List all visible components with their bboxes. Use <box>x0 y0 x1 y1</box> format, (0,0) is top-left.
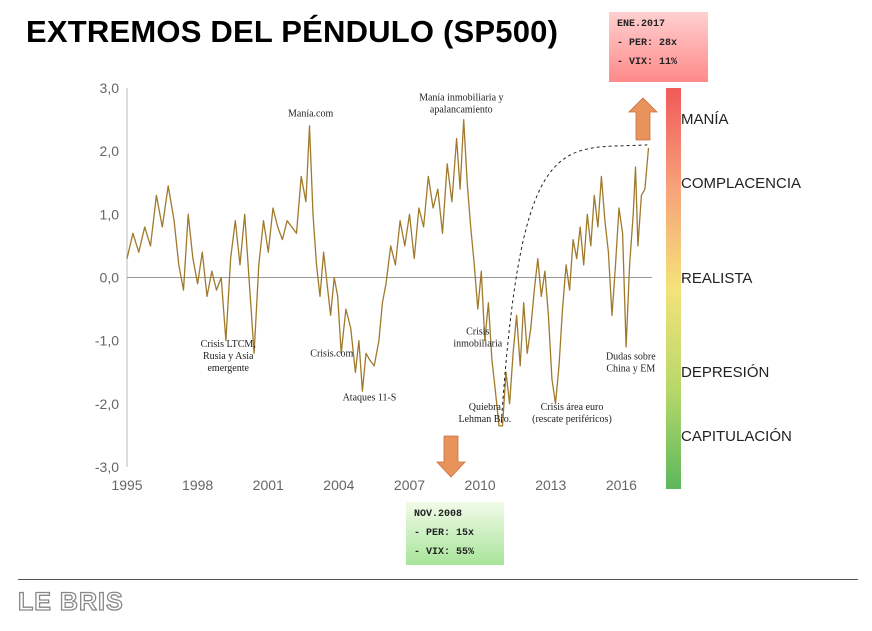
event-annotation: Manía.com <box>288 108 333 119</box>
annotation-line: Crisis LTCM, <box>201 339 256 350</box>
zone-label: COMPLACENCIA <box>681 175 801 192</box>
event-annotation: Quiebra Lehman Bro. <box>458 402 511 425</box>
x-tick-label: 2013 <box>535 477 566 493</box>
x-tick-label: 2001 <box>253 477 284 493</box>
event-annotation: Crisis inmobiliaria <box>453 326 502 349</box>
x-tick-label: 2010 <box>465 477 496 493</box>
y-tick-label: -3,0 <box>95 459 119 475</box>
box-line: ENE.2017 <box>617 19 666 30</box>
box-line: NOV.2008 <box>414 509 463 520</box>
event-annotation: Ataques 11-S <box>343 393 397 404</box>
box-line: - VIX: 55% <box>414 547 475 558</box>
event-annotation: Crisis área euro (rescate periféricos) <box>532 402 612 425</box>
annotation-line: Dudas sobre <box>606 352 656 363</box>
y-tick-label: 1,0 <box>100 206 120 222</box>
x-tick-label: 2004 <box>323 477 354 493</box>
arrow-down-icon <box>436 435 466 478</box>
annotation-line: Crisis <box>466 326 489 337</box>
annotation-line: Lehman Bro. <box>458 414 511 425</box>
annotation-line: Quiebra <box>469 402 502 413</box>
annotation-line: Manía inmobiliaria y <box>419 93 503 104</box>
trend-curve <box>500 144 648 423</box>
y-tick-label: -2,0 <box>95 396 119 412</box>
zone-label: CAPITULACIÓN <box>681 428 792 445</box>
event-annotation: Crisis.com <box>310 348 353 359</box>
annotation-line: inmobiliaria <box>453 338 502 349</box>
annotation-line: apalancamiento <box>430 105 493 116</box>
logo: LE BRIS <box>17 587 124 616</box>
event-annotation: Crisis LTCM, Rusia y Asia emergente <box>201 339 256 374</box>
annotation-line: Manía.com <box>288 108 333 119</box>
event-annotation: Dudas sobre China y EM <box>606 352 656 375</box>
x-tick-label: 2016 <box>606 477 637 493</box>
series-line-sp500 <box>126 118 650 427</box>
annotation-line: Crisis.com <box>310 348 353 359</box>
y-tick-label: -1,0 <box>95 333 119 349</box>
x-tick-label: 2007 <box>394 477 425 493</box>
annotation-line: Crisis área euro <box>541 402 604 413</box>
annotation-line: Ataques 11-S <box>343 393 397 404</box>
annotation-line: China y EM <box>606 364 655 375</box>
arrow-up-icon <box>628 97 658 141</box>
x-tick-labels: 1995 1998 2001 2004 2007 2010 2013 2016 <box>111 477 637 493</box>
annotation-line: emergente <box>207 363 249 374</box>
box-line: - VIX: 11% <box>617 57 678 68</box>
info-box-jan-2017: ENE.2017 - PER: 28x - VIX: 11% <box>609 12 708 82</box>
zone-label: REALISTA <box>681 270 752 287</box>
chart-title: EXTREMOS DEL PÉNDULO (SP500) <box>26 14 559 49</box>
zone-label: MANÍA <box>681 111 729 128</box>
zone-label: DEPRESIÓN <box>681 364 769 381</box>
x-tick-label: 1998 <box>182 477 213 493</box>
info-box-nov-2008: NOV.2008 - PER: 15x - VIX: 55% <box>406 502 504 565</box>
box-line: - PER: 28x <box>617 38 678 49</box>
y-tick-labels: 3,0 2,0 1,0 0,0 -1,0 -2,0 -3,0 <box>95 80 119 475</box>
y-tick-label: 2,0 <box>100 143 120 159</box>
x-tick-label: 1995 <box>111 477 142 493</box>
annotation-line: Rusia y Asia <box>203 351 254 362</box>
sentiment-gradient-bar <box>666 88 681 489</box>
footer-divider <box>18 579 858 580</box>
y-tick-label: 3,0 <box>100 80 120 96</box>
annotation-line: (rescate periféricos) <box>532 414 612 425</box>
box-line: - PER: 15x <box>414 528 475 539</box>
sentiment-zone-labels: MANÍA COMPLACENCIA REALISTA DEPRESIÓN CAPITU… <box>681 111 801 445</box>
event-annotations: Manía.com Manía inmobiliaria y apalancamie… <box>201 93 657 426</box>
event-annotation: Manía inmobiliaria y apalancamiento <box>419 93 503 116</box>
y-tick-label: 0,0 <box>100 270 120 286</box>
